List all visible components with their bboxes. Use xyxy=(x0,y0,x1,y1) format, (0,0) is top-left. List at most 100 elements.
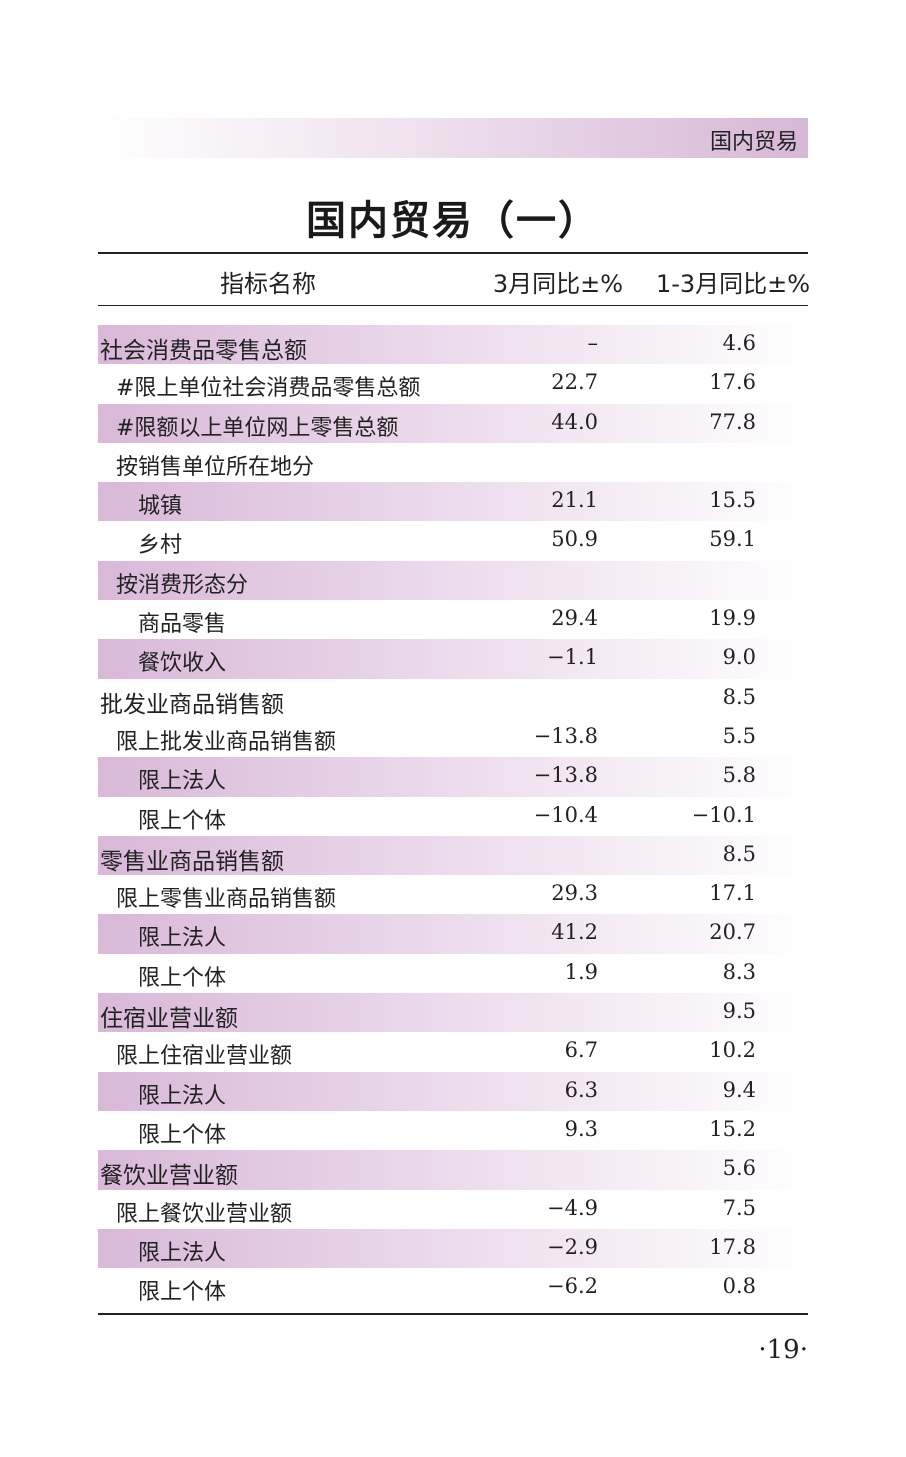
row-q1-yoy-value: 17.8 xyxy=(709,1234,756,1259)
row-indicator-name: 批发业商品销售额 xyxy=(100,691,284,718)
table-row: 限上法人 −2.9 17.8 xyxy=(98,1228,808,1269)
table-row: 限上法人 −13.8 5.8 xyxy=(98,757,808,797)
row-indicator-name: 限上法人 xyxy=(138,1083,227,1109)
row-indicator-name: 乡村 xyxy=(138,533,183,559)
row-q1-yoy-value: 4.6 xyxy=(722,331,756,355)
row-march-yoy-value: −4.9 xyxy=(547,1195,598,1220)
row-indicator-name: 限上法人 xyxy=(138,926,227,952)
row-indicator-name: 限上法人 xyxy=(138,1240,227,1266)
row-march-yoy-value: 50.9 xyxy=(551,527,598,552)
row-indicator-name: 餐饮业营业额 xyxy=(100,1163,238,1190)
row-march-yoy-value: 44.0 xyxy=(551,409,598,434)
table-row: 限上餐饮业营业额 −4.9 7.5 xyxy=(98,1190,808,1229)
row-q1-yoy-value: 17.1 xyxy=(709,881,756,906)
row-q1-yoy-value: 59.1 xyxy=(709,527,756,552)
row-indicator-name: 限上餐饮业营业额 xyxy=(116,1201,293,1227)
row-q1-yoy-value: 20.7 xyxy=(709,920,756,945)
row-march-yoy-value: 1.9 xyxy=(564,959,598,984)
table-header: 指标名称 3月同比±% 1-3月同比±% xyxy=(98,256,810,304)
table-row: 零售业商品销售额 8.5 xyxy=(98,835,808,876)
table-row: 按消费形态分 xyxy=(98,560,808,601)
row-march-yoy-value: – xyxy=(587,331,599,355)
table-row: 社会消费品零售总额 – 4.6 xyxy=(98,325,808,365)
table-row: 城镇 21.1 15.5 xyxy=(98,482,808,522)
table-row: 限上个体 −10.4 −10.1 xyxy=(98,797,808,836)
row-march-yoy-value: −10.4 xyxy=(533,802,598,827)
section-banner: 国内贸易 xyxy=(98,118,808,158)
header-q1-yoy: 1-3月同比±% xyxy=(655,270,811,298)
table-header-rule xyxy=(98,305,808,306)
row-indicator-name: 按消费形态分 xyxy=(116,572,249,598)
row-q1-yoy-value: 8.5 xyxy=(722,841,756,866)
row-q1-yoy-value: 9.4 xyxy=(722,1077,756,1102)
row-indicator-name: 城镇 xyxy=(138,494,183,520)
row-q1-yoy-value: 9.5 xyxy=(722,999,756,1024)
row-indicator-name: 限上批发业商品销售额 xyxy=(116,729,337,755)
row-q1-yoy-value: 8.5 xyxy=(722,684,756,709)
row-march-yoy-value: −2.9 xyxy=(547,1234,598,1259)
table-row: 商品零售 29.4 19.9 xyxy=(98,600,808,639)
row-q1-yoy-value: 5.8 xyxy=(722,763,756,788)
row-march-yoy-value: 29.4 xyxy=(551,606,598,631)
table-row: 限上住宿业营业额 6.7 10.2 xyxy=(98,1032,808,1071)
row-indicator-name: 社会消费品零售总额 xyxy=(100,338,307,364)
table-row: 限上个体 1.9 8.3 xyxy=(98,954,808,993)
row-march-yoy-value: 29.3 xyxy=(551,881,598,906)
row-q1-yoy-value: 17.6 xyxy=(709,370,756,395)
row-march-yoy-value: 21.1 xyxy=(551,488,598,513)
header-march-yoy: 3月同比±% xyxy=(492,270,624,298)
row-march-yoy-value: 22.7 xyxy=(551,370,598,395)
table-row: 限上法人 6.3 9.4 xyxy=(98,1071,808,1111)
row-march-yoy-value: −6.2 xyxy=(547,1274,598,1299)
table-top-rule xyxy=(98,252,808,254)
row-march-yoy-value: 6.7 xyxy=(564,1038,598,1063)
row-indicator-name: 限上个体 xyxy=(138,808,227,834)
table-row: 住宿业营业额 9.5 xyxy=(98,993,808,1033)
table-row: #限额以上单位网上零售总额 44.0 77.8 xyxy=(98,403,808,443)
row-q1-yoy-value: 8.3 xyxy=(722,959,756,984)
table-row: 餐饮收入 −1.1 9.0 xyxy=(98,639,808,679)
row-q1-yoy-value: 19.9 xyxy=(709,606,756,631)
row-indicator-name: 限上零售业商品销售额 xyxy=(116,887,337,913)
header-indicator-name: 指标名称 xyxy=(220,270,316,298)
table-row: 批发业商品销售额 8.5 xyxy=(98,679,808,718)
table-row: 限上个体 9.3 15.2 xyxy=(98,1111,808,1150)
row-indicator-name: 限上法人 xyxy=(138,769,227,795)
row-indicator-name: 限上个体 xyxy=(138,1280,227,1306)
row-indicator-name: 限上个体 xyxy=(138,1122,227,1148)
table-row: #限上单位社会消费品零售总额 22.7 17.6 xyxy=(98,364,808,403)
row-indicator-name: 商品零售 xyxy=(138,612,227,638)
row-march-yoy-value: −13.8 xyxy=(533,723,598,748)
row-indicator-name: 零售业商品销售额 xyxy=(100,848,284,875)
row-march-yoy-value: 9.3 xyxy=(564,1116,598,1141)
section-label: 国内贸易 xyxy=(709,130,798,155)
page-number: ·19· xyxy=(758,1335,808,1365)
row-march-yoy-value: 41.2 xyxy=(551,920,598,945)
row-indicator-name: 限上个体 xyxy=(138,965,227,991)
row-indicator-name: #限上单位社会消费品零售总额 xyxy=(116,376,421,402)
table-row: 餐饮业营业额 5.6 xyxy=(98,1150,808,1190)
row-march-yoy-value: −13.8 xyxy=(533,763,598,788)
row-march-yoy-value: 6.3 xyxy=(564,1077,598,1102)
table-row: 限上零售业商品销售额 29.3 17.1 xyxy=(98,875,808,914)
row-q1-yoy-value: 15.2 xyxy=(709,1116,756,1141)
row-indicator-name: 住宿业营业额 xyxy=(100,1006,238,1033)
table-row: 限上法人 41.2 20.7 xyxy=(98,914,808,954)
row-q1-yoy-value: 5.5 xyxy=(722,723,756,748)
row-q1-yoy-value: 0.8 xyxy=(722,1274,756,1299)
row-q1-yoy-value: 5.6 xyxy=(722,1156,756,1181)
row-q1-yoy-value: 9.0 xyxy=(722,645,756,670)
row-q1-yoy-value: 7.5 xyxy=(722,1195,756,1220)
row-q1-yoy-value: 77.8 xyxy=(709,409,756,434)
row-q1-yoy-value: 15.5 xyxy=(709,488,756,513)
row-indicator-name: 餐饮收入 xyxy=(138,651,227,677)
page-title: 国内贸易（一） xyxy=(306,197,600,244)
table-bottom-rule xyxy=(98,1313,808,1315)
table-row: 按销售单位所在地分 xyxy=(98,443,808,482)
row-q1-yoy-value: −10.1 xyxy=(691,802,756,827)
table-body: 社会消费品零售总额 – 4.6 #限上单位社会消费品零售总额 22.7 17.6 #限额以上… xyxy=(98,325,808,1307)
table-row: 限上个体 −6.2 0.8 xyxy=(98,1268,808,1307)
table-row: 乡村 50.9 59.1 xyxy=(98,521,808,560)
row-indicator-name: 按销售单位所在地分 xyxy=(116,454,315,480)
row-indicator-name: #限额以上单位网上零售总额 xyxy=(116,415,399,441)
